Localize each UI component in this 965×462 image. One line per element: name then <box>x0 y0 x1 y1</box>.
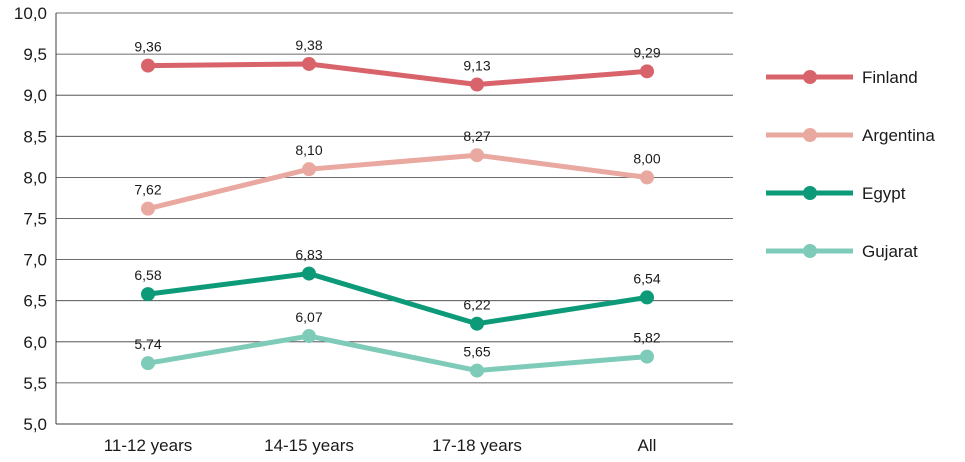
series-line-egypt <box>145 271 650 327</box>
data-label-argentina: 8,27 <box>463 128 490 144</box>
legend-label-finland: Finland <box>862 68 918 87</box>
y-tick-label: 6,5 <box>23 292 47 311</box>
data-label-finland: 9,13 <box>463 58 490 74</box>
data-point-finland <box>302 56 316 71</box>
data-point-gujarat <box>640 349 654 364</box>
data-point-gujarat <box>470 363 484 378</box>
x-tick-label: 11-12 years <box>104 436 193 455</box>
data-point-finland <box>470 77 484 92</box>
data-point-argentina <box>141 201 155 216</box>
data-label-finland: 9,36 <box>134 39 161 55</box>
y-tick-label: 8,5 <box>23 127 47 146</box>
data-point-egypt <box>640 290 654 305</box>
y-tick-label: 6,0 <box>23 333 47 352</box>
series-line-finland <box>145 61 650 88</box>
data-label-argentina: 8,00 <box>633 150 660 166</box>
data-label-gujarat: 5,65 <box>463 344 490 360</box>
x-axis-ticks: 11-12 years 14-15 years 17-18 years All <box>104 436 657 455</box>
y-tick-label: 7,0 <box>23 251 47 270</box>
data-point-egypt <box>470 316 484 331</box>
data-point-argentina <box>470 148 484 163</box>
x-tick-label: 14-15 years <box>264 436 354 455</box>
data-label-gujarat: 6,07 <box>295 309 322 325</box>
data-point-argentina <box>302 162 316 177</box>
data-label-argentina: 7,62 <box>134 182 161 198</box>
legend-marker-finland <box>803 70 817 84</box>
legend-label-argentina: Argentina <box>862 126 935 145</box>
data-point-egypt <box>302 266 316 281</box>
y-tick-label: 5,5 <box>23 374 47 393</box>
data-label-egypt: 6,54 <box>633 270 660 286</box>
data-label-finland: 9,38 <box>295 37 322 53</box>
legend-marker-gujarat <box>803 244 817 258</box>
y-axis-ticks: 10,0 9,5 9,0 8,5 8,0 7,5 7,0 6,5 6,0 5,5 5,0 <box>14 4 47 434</box>
x-tick-label: All <box>638 436 657 455</box>
y-tick-label: 7,5 <box>23 210 47 229</box>
data-label-egypt: 6,83 <box>295 247 322 263</box>
data-label-finland: 9,29 <box>633 44 660 60</box>
data-label-argentina: 8,10 <box>295 142 322 158</box>
legend: Finland Argentina Egypt Gujarat <box>766 68 935 261</box>
series-line-gujarat <box>145 333 650 374</box>
gridlines <box>56 12 733 384</box>
data-point-gujarat <box>302 329 316 344</box>
data-label-gujarat: 5,82 <box>633 330 660 346</box>
y-tick-label: 5,0 <box>23 415 47 434</box>
data-point-gujarat <box>141 356 155 371</box>
data-point-finland <box>640 64 654 79</box>
legend-label-gujarat: Gujarat <box>862 242 918 261</box>
data-point-finland <box>141 58 155 73</box>
y-tick-label: 9,0 <box>23 86 47 105</box>
data-label-egypt: 6,58 <box>134 267 161 283</box>
data-point-egypt <box>141 287 155 302</box>
legend-marker-egypt <box>803 186 817 200</box>
y-tick-label: 8,0 <box>23 168 47 187</box>
y-tick-label: 9,5 <box>23 45 47 64</box>
legend-marker-argentina <box>803 128 817 142</box>
legend-label-egypt: Egypt <box>862 184 906 203</box>
series-group: 9,36 9,38 9,13 9,29 7,62 8,10 8,27 8,00 6,58 6,83… <box>134 37 661 378</box>
series-line-argentina <box>145 152 650 212</box>
axes <box>55 13 733 425</box>
data-label-gujarat: 5,74 <box>134 336 161 352</box>
y-tick-label: 10,0 <box>14 4 47 23</box>
data-label-egypt: 6,22 <box>463 297 490 313</box>
x-tick-label: 17-18 years <box>432 436 522 455</box>
data-point-argentina <box>640 170 654 185</box>
